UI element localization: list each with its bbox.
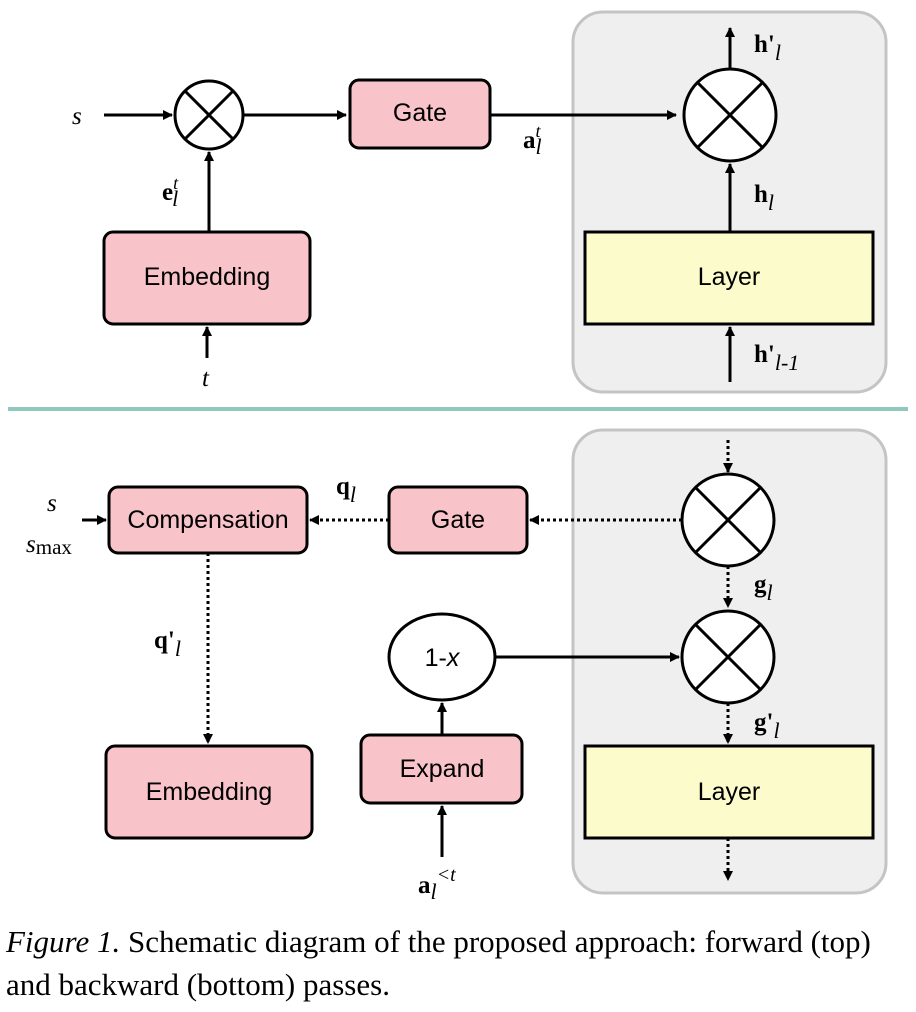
top-layer-label: Layer xyxy=(698,263,761,291)
expand-label: Expand xyxy=(400,755,485,783)
top-multiply-node xyxy=(173,79,245,151)
bottom-gate-label: Gate xyxy=(431,506,485,534)
one-minus-x-node: 1-x xyxy=(387,612,497,702)
top-layer-multiply-node xyxy=(682,67,778,163)
bottom-s-label: s xyxy=(47,490,57,517)
smax-label: smax xyxy=(26,531,72,559)
top-embedding-box: Embedding xyxy=(102,230,312,326)
bottom-gate-box: Gate xyxy=(387,485,529,555)
compensation-label: Compensation xyxy=(127,506,288,534)
a-label: at l xyxy=(523,121,542,159)
top-s-label: s xyxy=(72,103,82,130)
qprime-label: q'l xyxy=(154,627,181,661)
top-layer-box: Layer xyxy=(583,230,875,326)
bottom-layer-label: Layer xyxy=(698,778,761,806)
g-label: gl xyxy=(754,571,773,605)
svg-text:1-x: 1-x xyxy=(425,644,461,672)
a-history-label: al<t xyxy=(418,864,456,904)
e-label: et l xyxy=(162,173,179,211)
hprime-label: h'l xyxy=(754,31,781,65)
figure-label: Figure 1. xyxy=(6,924,121,959)
bottom-embedding-label: Embedding xyxy=(146,778,272,806)
compensation-box: Compensation xyxy=(107,485,309,555)
h-label: hl xyxy=(754,181,774,215)
bottom-upper-multiply-node xyxy=(680,472,776,568)
q-label: ql xyxy=(336,473,356,507)
bottom-layer-box: Layer xyxy=(583,744,875,840)
top-gate-box: Gate xyxy=(348,78,492,150)
top-gate-label: Gate xyxy=(393,99,447,127)
hprev-label: h'l-1 xyxy=(754,341,799,375)
figure-caption: Figure 1. Schematic diagram of the propo… xyxy=(6,920,912,1006)
gprime-label: g'l xyxy=(754,709,780,743)
caption-text: Schematic diagram of the proposed approa… xyxy=(6,924,871,1002)
bottom-embedding-box: Embedding xyxy=(104,744,314,840)
t-label: t xyxy=(202,365,210,392)
expand-box: Expand xyxy=(359,733,524,805)
bottom-lower-multiply-node xyxy=(680,609,776,705)
top-embedding-label: Embedding xyxy=(144,263,270,291)
